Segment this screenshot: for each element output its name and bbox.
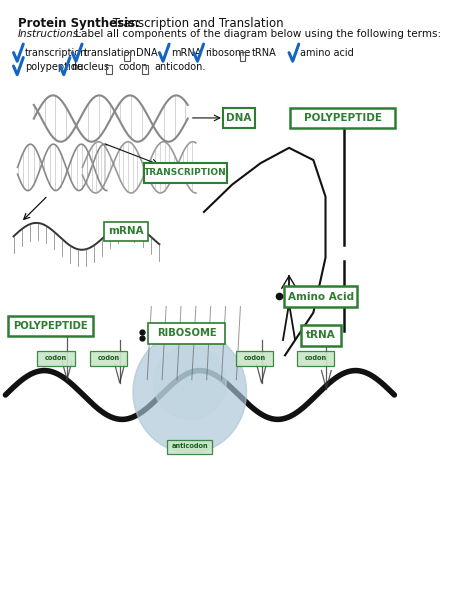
Text: codon: codon (45, 355, 67, 361)
FancyBboxPatch shape (145, 163, 227, 183)
FancyBboxPatch shape (223, 108, 255, 128)
FancyBboxPatch shape (167, 440, 212, 454)
Text: codon: codon (304, 355, 327, 361)
Text: tRNA: tRNA (252, 48, 276, 58)
FancyBboxPatch shape (284, 286, 357, 307)
Text: Amino Acid: Amino Acid (288, 292, 354, 302)
Text: codon: codon (98, 355, 120, 361)
Ellipse shape (153, 346, 226, 419)
Text: anticodon: anticodon (172, 443, 208, 449)
Text: nucleus: nucleus (72, 62, 109, 72)
Ellipse shape (133, 331, 246, 453)
Text: mRNA: mRNA (108, 226, 144, 237)
Text: Label all components of the diagram below using the following terms:: Label all components of the diagram belo… (73, 29, 441, 39)
FancyBboxPatch shape (301, 325, 341, 346)
FancyBboxPatch shape (297, 351, 334, 366)
Text: codon: codon (118, 62, 147, 72)
Text: anticodon.: anticodon. (155, 62, 206, 72)
Text: ribosome: ribosome (205, 48, 251, 58)
Text: POLYPEPTIDE: POLYPEPTIDE (13, 321, 88, 331)
Bar (142, 66, 148, 74)
Text: codon: codon (244, 355, 265, 361)
Bar (124, 52, 130, 61)
Text: amino acid: amino acid (301, 48, 354, 58)
Text: tRNA: tRNA (306, 330, 336, 340)
FancyBboxPatch shape (8, 316, 92, 337)
Bar (106, 66, 111, 74)
Text: mRNA: mRNA (171, 48, 201, 58)
Text: POLYPEPTIDE: POLYPEPTIDE (304, 113, 382, 123)
Text: TRANSCRIPTION: TRANSCRIPTION (145, 169, 227, 177)
Text: DNA: DNA (226, 113, 252, 123)
Bar (240, 52, 246, 61)
FancyBboxPatch shape (37, 351, 75, 366)
Text: Protein Synthesis:: Protein Synthesis: (18, 17, 140, 29)
Text: DNA: DNA (137, 48, 158, 58)
Text: RIBOSOME: RIBOSOME (157, 329, 217, 338)
FancyBboxPatch shape (148, 323, 225, 344)
Text: Instructions:: Instructions: (18, 29, 82, 39)
FancyBboxPatch shape (236, 351, 273, 366)
FancyBboxPatch shape (290, 108, 395, 128)
Text: translation: translation (83, 48, 137, 58)
Text: transcription: transcription (25, 48, 87, 58)
FancyBboxPatch shape (104, 222, 148, 241)
FancyBboxPatch shape (90, 351, 128, 366)
Text: Transcription and Translation: Transcription and Translation (109, 17, 283, 29)
Text: polypeptide: polypeptide (25, 62, 83, 72)
